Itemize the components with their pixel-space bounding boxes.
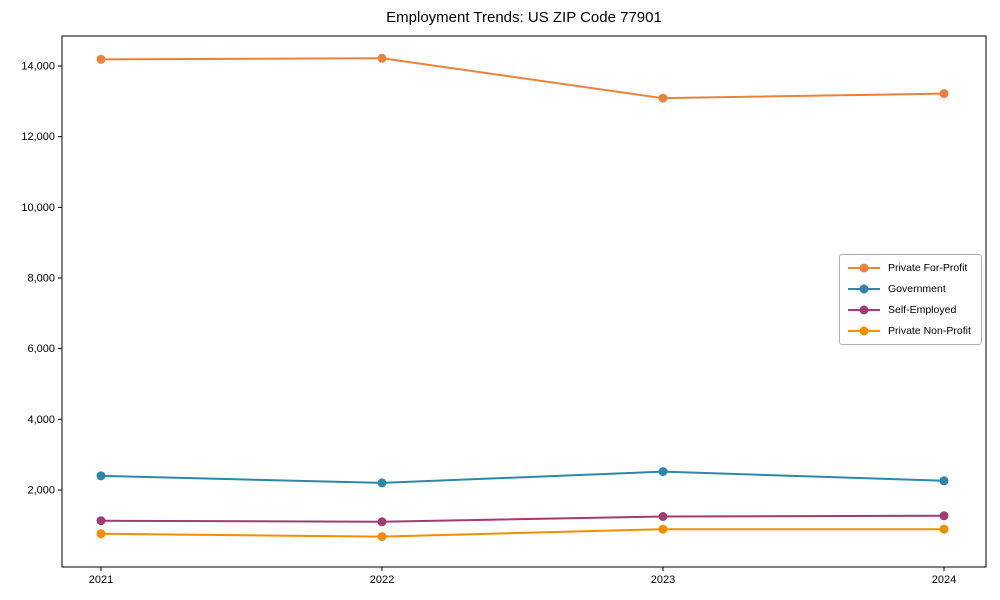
y-tick-label: 2,000: [27, 484, 55, 496]
data-point-marker: [939, 511, 949, 521]
legend-item: Private For-Profit: [847, 261, 971, 275]
legend-marker-icon: [848, 305, 880, 315]
legend-label: Government: [888, 283, 946, 295]
legend-marker-icon: [848, 326, 880, 336]
data-point-marker: [96, 54, 106, 64]
series-line: [100, 528, 945, 538]
data-point-marker: [377, 517, 387, 527]
data-point-marker: [377, 478, 387, 488]
data-point-marker: [658, 511, 668, 521]
data-point-marker: [377, 532, 387, 542]
legend-marker-icon: [848, 284, 880, 294]
x-tick-label: 2022: [370, 574, 394, 586]
data-point-marker: [377, 53, 387, 63]
data-point-marker: [96, 529, 106, 539]
chart-title: Employment Trends: US ZIP Code 77901: [386, 9, 662, 26]
legend-label: Self-Employed: [888, 304, 957, 316]
data-point-marker: [96, 516, 106, 526]
data-point-marker: [658, 93, 668, 103]
x-tick-label: 2024: [932, 574, 956, 586]
legend-label: Private For-Profit: [888, 262, 968, 274]
y-tick-label: 12,000: [21, 131, 55, 143]
data-point-marker: [658, 467, 668, 477]
data-point-marker: [939, 524, 949, 534]
x-tick-label: 2021: [89, 574, 113, 586]
legend-item: Private Non-Profit: [847, 324, 971, 338]
y-tick-label: 8,000: [27, 273, 55, 285]
legend-item: Self-Employed: [847, 303, 971, 317]
axes-box: [61, 35, 987, 568]
series-line: [100, 57, 945, 100]
legend-item: Government: [847, 282, 971, 296]
legend: Private For-Profit Government Self-Employe…: [839, 254, 982, 345]
series-line: [100, 470, 945, 484]
data-point-marker: [939, 89, 949, 99]
series-line: [100, 514, 945, 523]
y-tick-label: 10,000: [21, 202, 55, 214]
legend-label: Private Non-Profit: [888, 325, 971, 337]
y-tick-label: 14,000: [21, 61, 55, 73]
data-point-marker: [658, 524, 668, 534]
y-tick-label: 6,000: [27, 343, 55, 355]
x-tick-label: 2023: [651, 574, 675, 586]
legend-marker-icon: [848, 263, 880, 273]
data-point-marker: [939, 476, 949, 486]
data-point-marker: [96, 471, 106, 481]
y-tick-label: 4,000: [27, 414, 55, 426]
